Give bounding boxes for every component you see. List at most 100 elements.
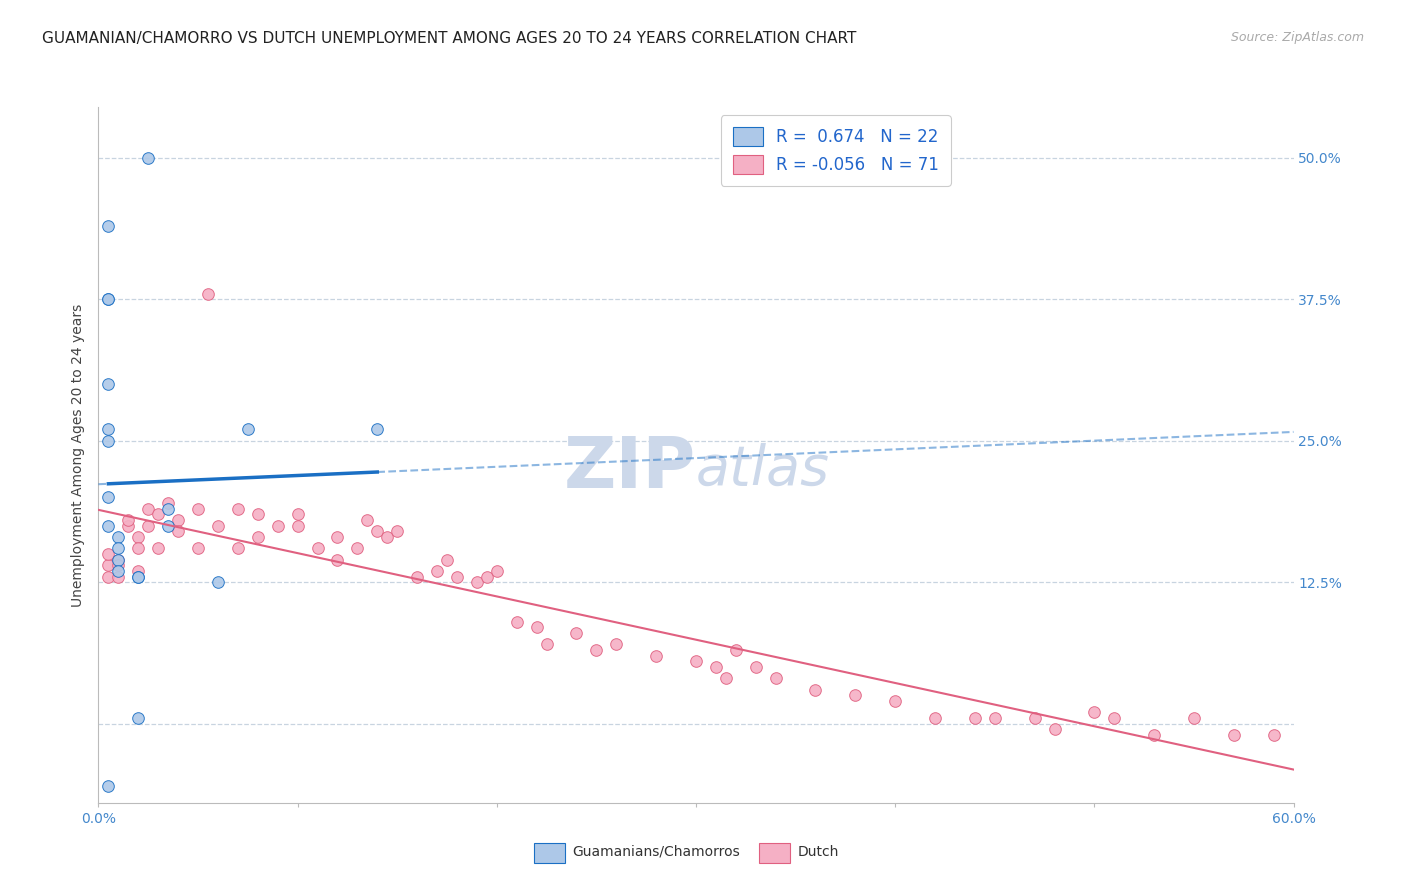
Point	[157, 496, 180, 510]
Point	[326, 552, 349, 566]
Point	[136, 501, 159, 516]
Point	[714, 671, 737, 685]
Point	[157, 518, 180, 533]
Point	[97, 377, 120, 392]
Point	[356, 513, 378, 527]
Point	[267, 518, 290, 533]
Point	[446, 569, 468, 583]
Point	[1222, 728, 1246, 742]
Point	[207, 518, 229, 533]
Point	[107, 552, 129, 566]
Point	[1263, 728, 1285, 742]
Legend: R =  0.674   N = 22, R = -0.056   N = 71: R = 0.674 N = 22, R = -0.056 N = 71	[721, 115, 950, 186]
Point	[148, 541, 170, 556]
Point	[97, 293, 120, 307]
Point	[326, 530, 349, 544]
Point	[375, 530, 398, 544]
Point	[107, 558, 129, 573]
Point	[246, 530, 269, 544]
Point	[107, 564, 129, 578]
Point	[287, 518, 309, 533]
Point	[1024, 711, 1046, 725]
Point	[844, 689, 866, 703]
Text: Source: ZipAtlas.com: Source: ZipAtlas.com	[1230, 31, 1364, 45]
Point	[924, 711, 946, 725]
Point	[167, 513, 190, 527]
Y-axis label: Unemployment Among Ages 20 to 24 years: Unemployment Among Ages 20 to 24 years	[72, 303, 86, 607]
Point	[1143, 728, 1166, 742]
Point	[97, 547, 120, 561]
Point	[1102, 711, 1125, 725]
Point	[127, 541, 149, 556]
Point	[226, 541, 249, 556]
Point	[117, 518, 139, 533]
Point	[97, 219, 120, 233]
Point	[426, 564, 449, 578]
Point	[97, 434, 120, 448]
Point	[127, 564, 149, 578]
Point	[136, 518, 159, 533]
Point	[127, 569, 149, 583]
Point	[107, 569, 129, 583]
Point	[1083, 706, 1105, 720]
Point	[346, 541, 368, 556]
Point	[506, 615, 529, 629]
Point	[127, 569, 149, 583]
Point	[366, 524, 388, 539]
Text: Guamanians/Chamorros: Guamanians/Chamorros	[572, 845, 740, 859]
Text: ZIP: ZIP	[564, 434, 696, 503]
Point	[685, 654, 707, 668]
Point	[246, 508, 269, 522]
Point	[226, 501, 249, 516]
Text: GUAMANIAN/CHAMORRO VS DUTCH UNEMPLOYMENT AMONG AGES 20 TO 24 YEARS CORRELATION C: GUAMANIAN/CHAMORRO VS DUTCH UNEMPLOYMENT…	[42, 31, 856, 46]
Point	[307, 541, 329, 556]
Point	[236, 422, 259, 436]
Point	[167, 524, 190, 539]
Point	[107, 530, 129, 544]
Point	[475, 569, 498, 583]
Point	[117, 513, 139, 527]
Point	[585, 643, 607, 657]
Point	[565, 626, 588, 640]
Point	[97, 779, 120, 793]
Point	[765, 671, 787, 685]
Point	[97, 518, 120, 533]
Point	[963, 711, 986, 725]
Point	[645, 648, 668, 663]
Point	[97, 569, 120, 583]
Point	[97, 558, 120, 573]
Point	[406, 569, 429, 583]
Point	[366, 422, 388, 436]
Point	[724, 643, 747, 657]
Point	[536, 637, 558, 651]
Point	[127, 711, 149, 725]
Point	[884, 694, 907, 708]
Point	[1182, 711, 1205, 725]
Point	[287, 508, 309, 522]
Point	[465, 575, 488, 590]
Point	[127, 530, 149, 544]
Text: atlas: atlas	[696, 442, 830, 495]
Point	[97, 491, 120, 505]
Point	[207, 575, 229, 590]
Point	[148, 508, 170, 522]
Point	[187, 541, 209, 556]
Point	[187, 501, 209, 516]
Point	[485, 564, 508, 578]
Point	[605, 637, 627, 651]
Point	[136, 151, 159, 165]
Point	[436, 552, 458, 566]
Point	[107, 552, 129, 566]
Point	[526, 620, 548, 634]
Point	[97, 293, 120, 307]
Point	[157, 501, 180, 516]
Point	[804, 682, 827, 697]
Point	[97, 422, 120, 436]
Point	[1043, 723, 1066, 737]
Point	[704, 660, 727, 674]
Point	[745, 660, 768, 674]
Text: Dutch: Dutch	[797, 845, 838, 859]
Point	[984, 711, 1007, 725]
Point	[107, 541, 129, 556]
Point	[385, 524, 409, 539]
